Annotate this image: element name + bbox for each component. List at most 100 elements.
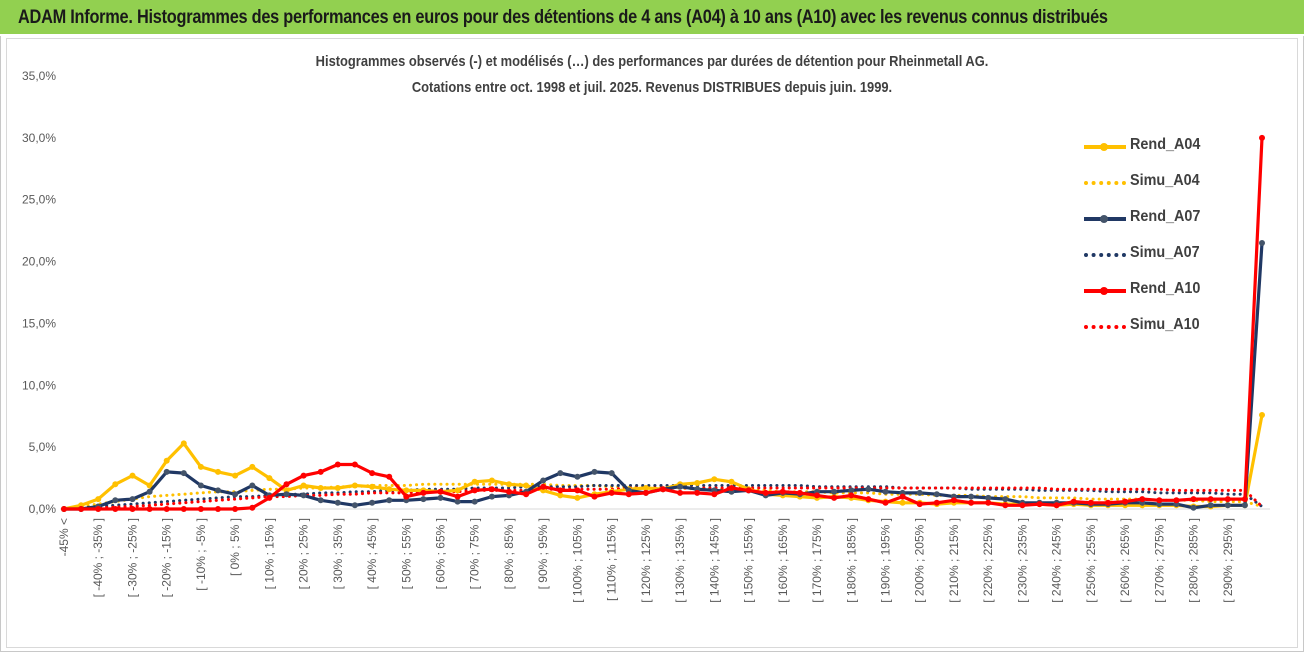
data-point-rend-a04 [557,492,564,499]
x-tick-label: [ 210% ; 215% ] [947,518,961,603]
x-tick-label: [ 150% ; 155% ] [742,518,756,603]
data-point-rend-a04 [471,478,478,485]
data-point-rend-a04 [694,480,701,486]
series-line-simu-a07 [62,484,1264,511]
data-point-rend-a07 [369,499,376,506]
data-point-rend-a10 [933,499,940,506]
data-point-rend-a04 [249,463,256,470]
data-point-rend-a10 [916,501,923,508]
data-point-rend-a04 [386,486,393,493]
data-point-rend-a04 [403,487,410,494]
data-point-rend-a10 [61,506,67,512]
data-point-rend-a07 [831,488,838,495]
data-point-rend-a04 [232,472,239,479]
data-point-rend-a07 [129,496,136,503]
data-point-rend-a04 [300,482,307,489]
legend-label: Rend_A04 [1130,136,1201,153]
chart-title: Histogrammes observés (-) et modélisés (… [315,53,989,70]
data-point-rend-a10 [814,492,820,499]
data-point-rend-a04 [574,494,581,501]
legend-swatch [1084,325,1126,329]
legend-item: Simu_A10 [1084,314,1234,338]
data-point-rend-a10 [968,499,975,506]
x-tick-label: [ 170% ; 175% ] [810,518,824,603]
data-point-rend-a04 [506,481,512,488]
data-point-rend-a10 [300,472,307,479]
data-point-rend-a10 [1241,496,1248,503]
data-point-rend-a10 [523,491,530,498]
data-point-rend-a07 [300,492,307,499]
data-point-rend-a10 [437,488,444,495]
legend-label: Simu_A04 [1130,172,1200,189]
data-point-rend-a10 [403,493,410,500]
data-point-rend-a07 [848,487,855,494]
data-point-rend-a07 [163,468,170,475]
x-tick-label: [ 270% ; 275% ] [1152,518,1166,603]
data-point-rend-a10 [506,488,512,495]
data-point-rend-a04 [180,440,187,447]
data-point-rend-a07 [215,487,221,494]
legend-item: Simu_A04 [1084,170,1234,194]
data-point-rend-a04 [1259,412,1265,418]
x-tick-label: [ 30% ; 35% ] [331,518,345,589]
legend-label: Rend_A10 [1130,280,1201,297]
data-point-rend-a10 [711,491,718,498]
data-point-rend-a04 [351,482,358,489]
chart-area [6,38,1298,648]
x-tick-label: -45% < [57,518,71,556]
legend-marker [1100,143,1108,151]
x-tick-label: [ 0% ; 5% ] [228,518,242,576]
data-point-rend-a07 [351,502,358,509]
x-tick-label: [ 250% ; 255% ] [1084,518,1098,603]
x-tick-label: [ 130% ; 135% ] [673,518,687,603]
y-tick-label: 15,0% [22,316,56,330]
data-point-rend-a04 [899,499,906,506]
data-point-rend-a07 [437,494,444,501]
data-point-rend-a07 [471,498,478,505]
data-point-rend-a10 [762,489,769,496]
data-point-rend-a10 [728,485,735,491]
data-point-rend-a10 [420,489,427,496]
data-point-rend-a10 [865,496,872,503]
data-point-rend-a10 [317,468,324,475]
x-tick-label: [ -30% ; -25% ] [125,518,139,597]
data-point-rend-a10 [1156,497,1163,504]
x-tick-label: [ 20% ; 25% ] [297,518,311,589]
data-point-rend-a10 [471,487,478,494]
x-tick-label: [ 180% ; 185% ] [844,518,858,603]
data-point-rend-a07 [112,497,119,504]
x-tick-label: [ 280% ; 285% ] [1187,518,1201,603]
series-line-simu-a04 [62,482,1264,511]
data-point-rend-a10 [1224,496,1231,503]
y-tick-label: 0,0% [29,502,57,516]
data-point-rend-a10 [266,494,273,501]
y-tick-label: 20,0% [22,255,56,269]
data-point-rend-a04 [317,485,324,491]
legend-item: Rend_A10 [1084,278,1234,302]
data-point-rend-a07 [283,491,290,498]
data-point-rend-a07 [591,468,598,475]
data-point-rend-a07 [916,489,923,496]
data-point-rend-a10 [660,486,666,493]
series-line-rend-a10 [62,136,1264,511]
data-point-rend-a10 [950,497,957,504]
data-point-rend-a10 [985,499,992,506]
legend-label: Simu_A10 [1130,316,1200,333]
data-point-rend-a10 [249,504,256,511]
y-tick-label: 35,0% [22,69,56,83]
data-point-rend-a10 [1259,134,1265,141]
data-point-rend-a07 [677,483,684,490]
data-point-rend-a10 [1087,499,1094,506]
data-point-rend-a10 [232,506,239,512]
x-tick-label: [ 160% ; 165% ] [776,518,790,603]
y-tick-label: 30,0% [22,131,56,145]
x-tick-label: [ -40% ; -35% ] [91,518,105,597]
series-line-simu-a10 [62,486,1264,511]
data-point-rend-a10 [694,489,701,496]
data-point-rend-a07 [574,473,581,480]
legend-item: Rend_A07 [1084,206,1234,230]
data-point-rend-a04 [266,475,273,482]
data-point-rend-a07 [557,470,564,477]
y-tick-label: 10,0% [22,378,56,392]
x-tick-label: [ 40% ; 45% ] [365,518,379,589]
